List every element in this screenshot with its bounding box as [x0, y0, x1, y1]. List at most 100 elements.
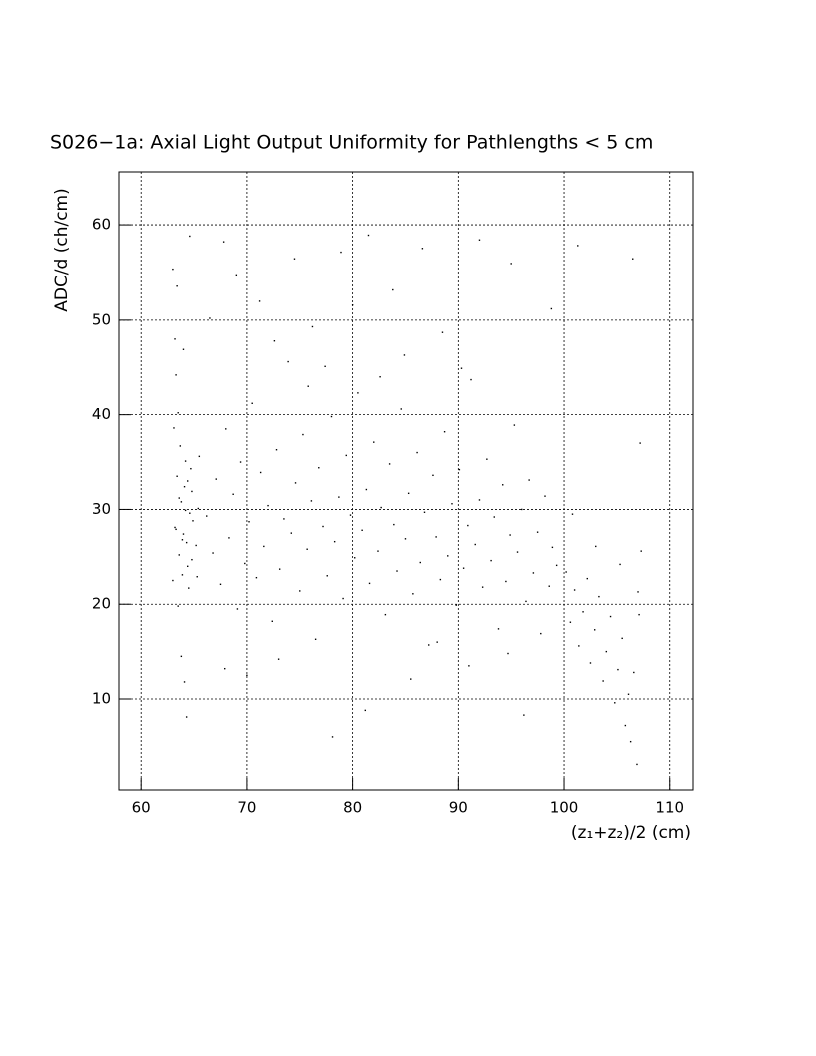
point [232, 493, 234, 495]
point [617, 668, 619, 671]
plot-frame [118, 171, 694, 791]
point [486, 458, 488, 460]
point [490, 559, 492, 562]
point [185, 541, 188, 544]
point [357, 392, 359, 394]
point [179, 445, 182, 447]
point [187, 565, 189, 568]
point [421, 248, 424, 250]
point [271, 620, 273, 622]
point [478, 499, 481, 501]
point [478, 239, 481, 241]
point [177, 412, 179, 414]
point [184, 460, 187, 462]
point [342, 597, 344, 600]
point [172, 268, 174, 271]
point [178, 554, 180, 556]
point [176, 285, 178, 287]
point [637, 591, 639, 593]
point [365, 488, 368, 491]
point [629, 740, 632, 743]
point [528, 479, 530, 481]
point [338, 496, 340, 498]
point [326, 575, 328, 577]
point [379, 376, 381, 378]
point [310, 500, 313, 502]
point [172, 579, 174, 582]
point [219, 583, 222, 586]
point [602, 680, 604, 682]
point [532, 572, 535, 574]
point [244, 562, 246, 565]
point [222, 241, 225, 243]
point [173, 427, 175, 429]
point [540, 632, 542, 635]
point [307, 385, 309, 387]
point [259, 471, 262, 474]
point [462, 567, 465, 569]
point [180, 655, 183, 658]
point [577, 245, 579, 247]
point [373, 441, 375, 443]
point [322, 525, 324, 528]
point [447, 555, 449, 557]
point [502, 484, 504, 486]
point [248, 521, 250, 523]
point [191, 558, 193, 561]
point [384, 613, 387, 616]
point [523, 714, 525, 716]
point [605, 650, 608, 653]
point [377, 550, 379, 552]
x-axis-label: (z₁+z₂)/2 (cm) [571, 823, 691, 843]
point [330, 415, 333, 418]
point [392, 288, 394, 291]
point [184, 509, 187, 512]
point [609, 615, 612, 618]
point [290, 532, 293, 534]
point [593, 629, 596, 631]
point [525, 600, 527, 603]
point [565, 571, 567, 573]
point [263, 545, 265, 548]
point [174, 338, 176, 340]
x-tick-label: 90 [449, 799, 468, 817]
point [175, 374, 177, 376]
point [573, 589, 576, 591]
point [294, 482, 297, 484]
point [190, 467, 192, 470]
point [432, 474, 434, 477]
point [175, 528, 177, 531]
point [236, 608, 239, 610]
point [235, 274, 238, 277]
point [224, 667, 226, 670]
point [636, 763, 638, 766]
point [189, 235, 191, 238]
point [507, 652, 509, 655]
point [287, 360, 289, 363]
point [624, 724, 627, 727]
point [589, 662, 592, 664]
x-tick-label: 110 [655, 799, 684, 817]
point [278, 568, 281, 570]
point [246, 674, 248, 677]
point [509, 534, 511, 536]
point [481, 586, 484, 588]
point [467, 524, 469, 527]
point [435, 536, 437, 538]
point [569, 621, 572, 623]
point [351, 303, 354, 306]
x-tick-label: 60 [132, 799, 151, 817]
point [393, 523, 395, 526]
point [410, 678, 412, 680]
point [493, 516, 495, 518]
point [404, 538, 407, 540]
point [428, 644, 430, 646]
point [396, 570, 398, 572]
point [368, 582, 371, 585]
point [423, 511, 426, 513]
point [180, 501, 183, 503]
point [349, 514, 352, 516]
point [293, 258, 296, 260]
point [412, 593, 414, 595]
point [380, 506, 382, 509]
